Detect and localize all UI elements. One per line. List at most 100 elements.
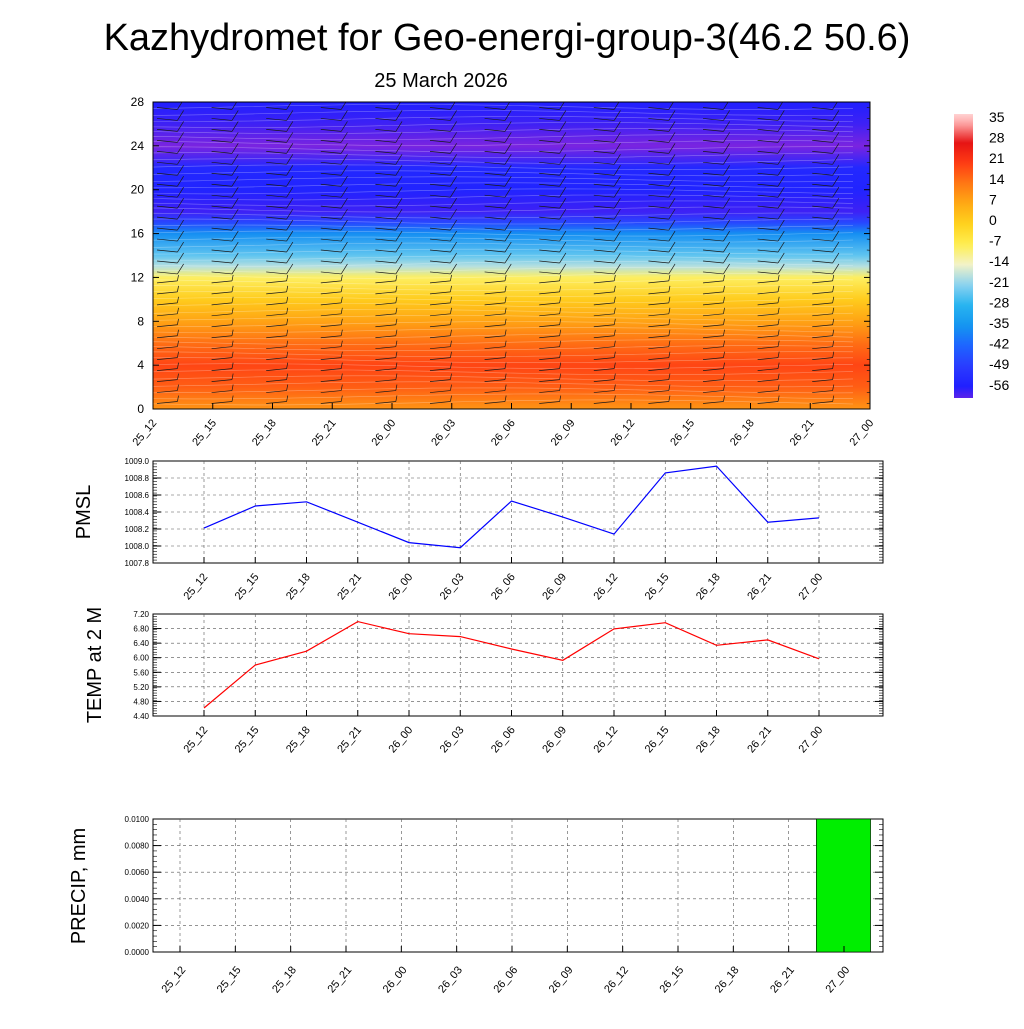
wind-barb <box>539 197 567 209</box>
wind-barb <box>266 241 294 253</box>
wind-barb <box>429 373 452 382</box>
y-tick-label: 1009.0 <box>125 457 150 466</box>
wind-barb <box>702 154 730 165</box>
wind-barb <box>375 307 398 317</box>
wind-barb <box>593 230 621 242</box>
wind-barb <box>211 121 239 132</box>
wind-barb <box>648 329 671 339</box>
x-tick-label: 25_21 <box>335 571 364 602</box>
wind-barb <box>702 384 725 393</box>
wind-barb <box>812 296 835 306</box>
colorbar: 35 28 21 14 7 0 -7 -14 -21 -28 -35 -42 -49 -56 <box>954 109 1009 398</box>
wind-barb <box>320 219 348 231</box>
wind-barb <box>320 110 348 121</box>
wind-barb <box>429 274 452 284</box>
wind-barb <box>757 208 785 220</box>
wind-barb <box>375 208 403 220</box>
wind-barb <box>593 307 616 317</box>
wind-barb <box>156 362 179 371</box>
wind-barb <box>648 208 676 220</box>
wind-barb <box>648 307 671 317</box>
y-tick-label: 0.0020 <box>125 921 150 930</box>
wind-barb <box>429 351 452 361</box>
wind-barb <box>484 318 507 328</box>
wind-barb <box>211 329 234 339</box>
wind-barb <box>429 318 452 328</box>
wind-barb <box>812 121 840 132</box>
wind-barb <box>429 121 457 132</box>
contour-line <box>153 303 854 309</box>
x-tick-label: 26_00 <box>381 964 410 995</box>
wind-barb <box>648 110 676 121</box>
x-tick-label: 26_15 <box>643 724 672 755</box>
wind-barb <box>375 230 403 242</box>
x-tick-label: 26_03 <box>436 964 465 995</box>
x-tick-label: 26_12 <box>591 571 620 602</box>
wind-barb <box>211 263 239 275</box>
x-tick-label: 26_06 <box>491 964 520 995</box>
wind-barb <box>375 274 398 284</box>
wind-barb <box>484 102 511 110</box>
wind-barb <box>156 165 184 176</box>
wind-barb <box>156 395 179 404</box>
wind-barb <box>429 154 457 165</box>
wind-barb <box>375 340 398 350</box>
wind-barb <box>320 395 343 404</box>
wind-barb <box>702 197 730 209</box>
wind-barb <box>812 274 835 284</box>
xs-x-tick-label: 25_21 <box>310 417 339 448</box>
wind-barb <box>593 351 616 361</box>
wind-barb <box>266 143 294 154</box>
wind-barb <box>211 219 239 231</box>
wind-barb <box>429 395 452 404</box>
wind-barb <box>539 285 562 295</box>
wind-barb <box>757 121 785 132</box>
wind-barb <box>812 263 840 275</box>
wind-barb <box>266 373 289 382</box>
contour-line <box>153 110 854 116</box>
wind-barb <box>484 219 512 231</box>
wind-barb <box>375 329 398 339</box>
wind-barb <box>266 165 294 176</box>
contour-line <box>153 152 854 158</box>
wind-barb <box>211 165 239 176</box>
wind-barb <box>702 351 725 361</box>
wind-barb <box>429 208 457 220</box>
contour-line <box>153 230 854 237</box>
xs-x-tick-label: 26_12 <box>608 417 637 448</box>
x-tick-label: 25_12 <box>181 724 210 755</box>
wind-barb <box>812 110 840 121</box>
wind-barb <box>593 121 621 132</box>
contour-line <box>153 188 854 195</box>
wind-barb <box>702 296 725 306</box>
wind-barb <box>648 362 671 371</box>
x-tick-label: 25_12 <box>159 964 188 995</box>
wind-barb <box>866 205 870 207</box>
wind-barb <box>320 154 348 165</box>
wind-barb <box>484 187 512 198</box>
contour-line <box>153 170 854 177</box>
wind-barb <box>757 351 780 361</box>
y-tick-label: 5.20 <box>133 683 149 692</box>
precip-panel: 0.0100 0.0080 0.0060 0.0040 0.0020 0.0000 25_… <box>68 815 884 995</box>
wind-barb <box>757 165 785 176</box>
wind-barb <box>375 362 398 371</box>
wind-barb <box>375 351 398 361</box>
wind-barb <box>593 362 616 371</box>
wind-barb <box>812 307 835 317</box>
wind-barb <box>320 121 348 132</box>
x-tick-label: 26_18 <box>694 724 723 755</box>
wind-barb <box>156 176 184 187</box>
wind-barb <box>648 230 676 242</box>
precip-x-axis: 25_12 25_15 25_18 25_21 26_00 26_03 26_06 26_09… <box>159 946 852 995</box>
wind-barb <box>702 362 725 371</box>
xs-y-tick-label: 8 <box>137 314 144 328</box>
contour-line <box>153 363 854 369</box>
contour-line <box>153 393 854 400</box>
wind-barb <box>429 165 457 176</box>
temp-x-axis: 25_12 25_15 25_18 25_21 26_00 26_03 26_06 26_09… <box>181 710 825 755</box>
wind-barb <box>539 307 562 317</box>
wind-barb <box>539 154 567 165</box>
wind-barb <box>211 102 238 110</box>
wind-barb <box>757 384 780 393</box>
